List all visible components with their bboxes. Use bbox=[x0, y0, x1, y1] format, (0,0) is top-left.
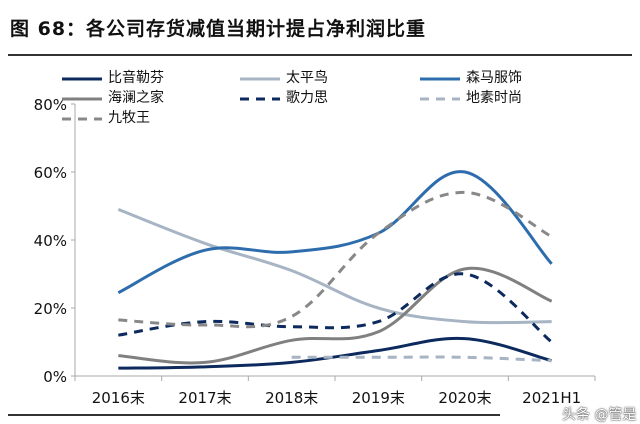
y-tick-label: 40% bbox=[34, 232, 67, 250]
series-line-森马服饰 bbox=[117, 170, 553, 295]
legend-label: 地素时尚 bbox=[466, 90, 522, 106]
legend-label: 太平鸟 bbox=[286, 70, 328, 86]
chart-title: 图 68：各公司存货减值当期计提占净利润比重 bbox=[10, 18, 427, 40]
top-rule bbox=[8, 54, 632, 56]
y-tick-label: 0% bbox=[43, 368, 67, 386]
series-line-歌力思 bbox=[118, 272, 553, 344]
x-tick-label: 2020末 bbox=[438, 389, 491, 407]
series-line-太平鸟 bbox=[117, 208, 552, 325]
x-tick-label: 2018末 bbox=[265, 389, 318, 407]
series-line-比音勒芬 bbox=[118, 336, 553, 370]
legend-label: 森马服饰 bbox=[466, 70, 522, 86]
x-tick-label: 2021H1 bbox=[522, 389, 581, 407]
x-tick-label: 2016末 bbox=[92, 389, 145, 407]
x-tick-label: 2019末 bbox=[352, 389, 405, 407]
y-tick-label: 20% bbox=[34, 300, 67, 318]
bottom-rule bbox=[8, 414, 500, 416]
series-line-海澜之家 bbox=[118, 266, 553, 365]
series-line-九牧王 bbox=[118, 190, 553, 329]
y-tick-label: 80% bbox=[34, 96, 67, 114]
legend-label: 海澜之家 bbox=[108, 90, 164, 106]
legend-label: 比音勒芬 bbox=[108, 70, 164, 86]
x-tick-label: 2017末 bbox=[178, 389, 231, 407]
y-tick-label: 60% bbox=[34, 164, 67, 182]
legend-label: 歌力思 bbox=[286, 90, 328, 106]
legend-label: 九牧王 bbox=[108, 110, 150, 126]
series-line-地素时尚 bbox=[291, 355, 552, 363]
watermark: 头条 @管是 bbox=[562, 407, 637, 423]
